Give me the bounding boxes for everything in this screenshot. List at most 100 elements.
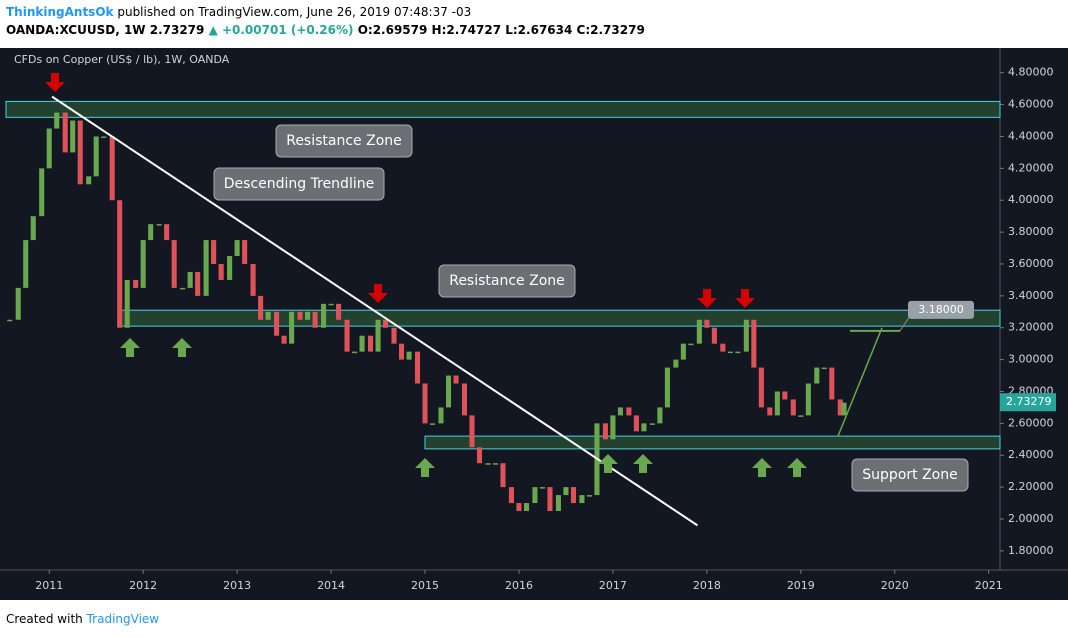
candle: [117, 200, 123, 328]
callout-label: Support Zone: [862, 467, 957, 483]
candle: [602, 423, 608, 440]
zone: [424, 435, 1001, 450]
candle: [649, 423, 655, 425]
open: O:2.69579: [357, 23, 428, 37]
candle: [227, 256, 233, 280]
y-tick-label: 4.20000: [1008, 161, 1054, 174]
candle: [727, 351, 733, 354]
y-tick-label: 2.60000: [1008, 416, 1054, 429]
candle: [445, 375, 452, 408]
down-arrow: [45, 73, 65, 92]
publish-line: ThinkingAntsOk published on TradingView.…: [6, 5, 471, 19]
candle: [751, 319, 757, 368]
candle: [841, 402, 847, 416]
candle: [281, 335, 287, 344]
candle: [774, 391, 780, 416]
candle: [461, 383, 468, 416]
callout-box: [851, 458, 969, 492]
y-tick-label: 2.00000: [1008, 512, 1054, 525]
candle: [735, 351, 741, 354]
candle: [195, 271, 201, 296]
candle: [657, 407, 663, 424]
candle: [218, 263, 224, 280]
candle: [109, 136, 115, 201]
last-price-label: 2.73279: [1006, 395, 1052, 408]
candle: [516, 503, 522, 512]
candle: [171, 240, 177, 288]
y-tick-label: 2.20000: [1008, 480, 1054, 493]
candle: [414, 351, 421, 384]
candle: [476, 447, 483, 464]
candle: [688, 343, 694, 346]
author[interactable]: ThinkingAntsOk: [6, 5, 114, 19]
x-tick-label: 2015: [411, 579, 439, 592]
candle: [438, 407, 444, 424]
candle: [234, 240, 240, 257]
candle: [720, 343, 726, 352]
y-tick-label: 3.00000: [1008, 353, 1054, 366]
x-tick-label: 2011: [35, 579, 63, 592]
callout-box: [213, 167, 385, 201]
last-price-box: [1000, 393, 1056, 412]
up-arrow: [415, 458, 435, 477]
candle: [743, 319, 749, 352]
x-tick-label: 2021: [975, 579, 1003, 592]
up-arrow: [120, 338, 140, 357]
candle: [203, 240, 209, 296]
trendline: [51, 95, 699, 527]
y-tick-label: 1.80000: [1008, 544, 1054, 557]
candle: [563, 487, 569, 496]
x-tick-label: 2019: [787, 579, 815, 592]
candle: [274, 311, 280, 336]
y-tick-label: 3.40000: [1008, 289, 1054, 302]
candle: [430, 423, 436, 425]
y-tick-label: 4.60000: [1008, 98, 1054, 111]
target-box: [908, 300, 974, 319]
y-tick-label: 3.60000: [1008, 257, 1054, 270]
footer: Created with TradingView: [6, 612, 159, 626]
y-tick-label: 3.20000: [1008, 321, 1054, 334]
candle: [39, 168, 45, 217]
up-arrow: [752, 458, 772, 477]
candle: [164, 224, 170, 241]
candle: [312, 311, 318, 328]
target-label: 3.18000: [918, 303, 964, 316]
x-tick-label: 2016: [505, 579, 533, 592]
callout-label: Resistance Zone: [286, 133, 402, 149]
x-tick-label: 2018: [693, 579, 721, 592]
candle: [242, 240, 248, 264]
candle: [547, 487, 553, 512]
low: L:2.67634: [505, 23, 573, 37]
candle: [250, 263, 256, 296]
candle: [30, 216, 36, 241]
candle: [664, 367, 670, 408]
candle: [336, 303, 342, 320]
candle: [586, 495, 592, 497]
candle: [305, 311, 311, 320]
created: Created with: [6, 612, 83, 626]
candle: [469, 415, 475, 448]
callout-label: Descending Trendline: [224, 176, 374, 192]
candle: [289, 311, 295, 344]
candle: [367, 335, 374, 352]
brand[interactable]: TradingView: [86, 612, 160, 626]
projection: [837, 327, 883, 437]
candle: [140, 240, 146, 288]
candle: [180, 287, 186, 290]
candle: [148, 224, 154, 241]
last: 2.73279: [149, 23, 205, 37]
change: ▲ +0.00701 (+0.26%): [208, 23, 354, 37]
candle: [86, 176, 92, 185]
up-arrow: [633, 454, 653, 473]
candle: [23, 240, 29, 288]
candle: [265, 311, 271, 320]
chart: CFDs on Copper (US$ / lb), 1W, OANDA 1.8…: [0, 48, 1068, 600]
candle: [539, 487, 545, 489]
candle: [626, 407, 632, 416]
candle: [156, 224, 162, 226]
candle: [570, 487, 576, 504]
chart-bg: [0, 48, 1068, 600]
candle: [70, 120, 76, 153]
candle: [422, 383, 428, 424]
candle: [398, 343, 405, 360]
